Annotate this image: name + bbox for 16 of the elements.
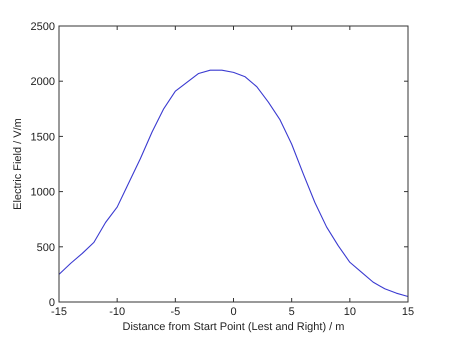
y-tick-label: 0	[48, 297, 55, 309]
x-tick-label: -10	[109, 306, 126, 318]
y-tick-label: 1000	[30, 186, 55, 199]
y-tick-label: 500	[36, 242, 55, 254]
y-tick-label: 1500	[30, 131, 55, 144]
y-tick-label: 2000	[30, 76, 55, 88]
x-tick-label: 5	[288, 306, 295, 318]
y-tick-label: 2500	[30, 21, 55, 33]
x-axis-title: Distance from Start Point (Lest and Right) / m	[122, 321, 344, 333]
x-tick-label: 15	[402, 306, 414, 318]
x-tick-label: 10	[344, 306, 356, 318]
x-tick-label: -15	[51, 306, 67, 318]
y-axis-title: Electric Field / V/m	[12, 118, 24, 210]
x-tick-label: -5	[170, 306, 180, 318]
line-series	[58, 70, 409, 298]
x-tick-label: 0	[230, 306, 237, 318]
